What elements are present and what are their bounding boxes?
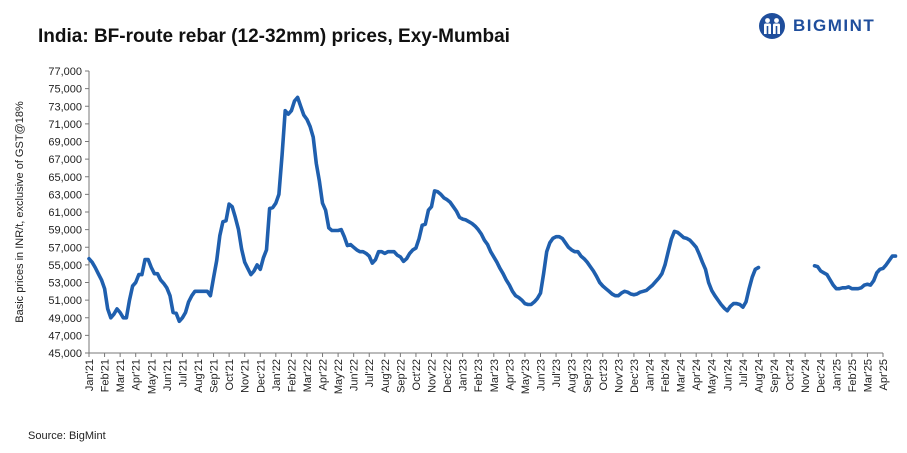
x-tick-label: Apr'23 <box>504 359 516 390</box>
x-tick-label: Jan'21 <box>84 359 96 391</box>
x-tick-label: Aug'23 <box>567 359 579 393</box>
x-tick-label: May'24 <box>707 359 719 394</box>
y-tick-label: 67,000 <box>48 154 82 166</box>
x-tick-label: Jan'25 <box>831 359 843 391</box>
x-tick-label: Apr'21 <box>131 359 143 390</box>
y-tick-label: 65,000 <box>48 172 82 184</box>
bigmint-logo-icon <box>759 13 785 39</box>
x-axis-ticks: Jan'21 Feb'21 Mar'21 Apr'21 May'21 Jun'21 Jul'… <box>84 353 890 394</box>
x-tick-label: Nov'23 <box>613 359 625 393</box>
x-tick-label: Mar'21 <box>115 359 127 392</box>
y-tick-label: 51,000 <box>48 295 82 307</box>
series-line <box>812 254 898 291</box>
x-tick-label: Jul'23 <box>551 359 563 387</box>
x-tick-label: Oct'23 <box>598 359 610 390</box>
x-tick-label: Nov'21 <box>240 359 252 393</box>
y-axis-ticks: 45,000 47,000 49,000 51,000 53,000 55,000 57,0… <box>48 66 89 360</box>
x-tick-label: Feb'21 <box>100 359 112 392</box>
x-tick-label: Mar'22 <box>302 359 314 392</box>
y-tick-label: 69,000 <box>48 137 82 149</box>
y-tick-label: 75,000 <box>48 84 82 96</box>
x-tick-label: Sep'23 <box>582 359 594 393</box>
x-tick-label: Jul'22 <box>364 359 376 387</box>
x-tick-label: Feb'23 <box>473 359 485 392</box>
y-tick-label: 59,000 <box>48 225 82 237</box>
y-tick-label: 55,000 <box>48 260 82 272</box>
x-tick-label: May'21 <box>146 359 158 394</box>
x-tick-label: Mar'23 <box>489 359 501 392</box>
source-note: Source: BigMint <box>28 430 106 442</box>
series-group <box>87 95 898 324</box>
y-tick-label: 71,000 <box>48 119 82 131</box>
y-tick-label: 45,000 <box>48 348 82 360</box>
x-tick-label: Oct'24 <box>785 359 797 390</box>
x-tick-label: Apr'24 <box>691 359 703 390</box>
x-tick-label: Jun'22 <box>349 359 361 391</box>
x-tick-label: May'22 <box>333 359 345 394</box>
x-tick-label: Nov'24 <box>800 359 812 393</box>
x-tick-label: Aug'21 <box>193 359 205 393</box>
x-tick-label: Apr'25 <box>878 359 890 390</box>
x-tick-label: Jun'24 <box>722 359 734 391</box>
x-tick-label: Jan'22 <box>271 359 283 391</box>
x-tick-label: Sep'24 <box>769 359 781 393</box>
x-tick-label: Oct'22 <box>411 359 423 390</box>
y-tick-label: 77,000 <box>48 66 82 78</box>
x-tick-label: Jun'21 <box>162 359 174 391</box>
y-axis-label: Basic prices in INR/t, exclusive of GST@… <box>14 101 26 323</box>
x-tick-label: Jul'24 <box>738 359 750 387</box>
x-tick-label: Dec'21 <box>255 359 267 393</box>
x-tick-label: Sep'22 <box>395 359 407 393</box>
x-tick-label: Oct'21 <box>224 359 236 390</box>
y-tick-label: 53,000 <box>48 278 82 290</box>
x-tick-label: Jan'24 <box>644 359 656 391</box>
x-tick-label: Sep'21 <box>209 359 221 393</box>
x-tick-label: Dec'22 <box>442 359 454 393</box>
x-tick-label: Apr'22 <box>318 359 330 390</box>
x-tick-label: Aug'24 <box>753 359 765 393</box>
x-tick-label: Feb'22 <box>286 359 298 392</box>
brand-logo: BIGMINT <box>758 12 875 40</box>
y-tick-label: 61,000 <box>48 207 82 219</box>
brand-name: BIGMINT <box>793 16 876 35</box>
series-line <box>87 95 761 324</box>
y-tick-label: 49,000 <box>48 313 82 325</box>
x-tick-label: Dec'23 <box>629 359 641 393</box>
x-tick-label: Dec'24 <box>816 359 828 393</box>
chart-title: India: BF-route rebar (12-32mm) prices, … <box>38 26 510 47</box>
x-tick-label: Jul'21 <box>177 359 189 387</box>
x-tick-label: Mar'25 <box>862 359 874 392</box>
x-tick-label: Jan'23 <box>458 359 470 391</box>
x-tick-label: Aug'22 <box>380 359 392 393</box>
y-tick-label: 73,000 <box>48 101 82 113</box>
x-tick-label: May'23 <box>520 359 532 394</box>
x-tick-label: Feb'25 <box>847 359 859 392</box>
y-tick-label: 57,000 <box>48 242 82 254</box>
x-tick-label: Feb'24 <box>660 359 672 392</box>
x-tick-label: Nov'22 <box>427 359 439 393</box>
y-tick-label: 63,000 <box>48 189 82 201</box>
x-tick-label: Mar'24 <box>676 359 688 392</box>
y-tick-label: 47,000 <box>48 330 82 342</box>
x-tick-label: Jun'23 <box>535 359 547 391</box>
